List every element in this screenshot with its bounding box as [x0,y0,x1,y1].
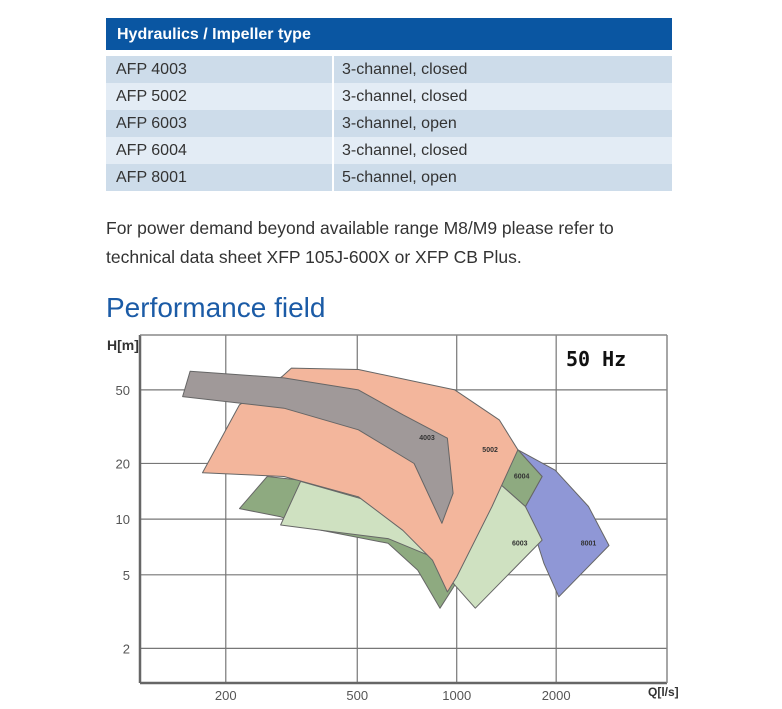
area-label-6004: 6004 [514,474,530,481]
impeller-type-cell: 3-channel, closed [334,56,672,83]
table-row: AFP 8001 5-channel, open [106,164,672,191]
x-tick-label: 200 [215,688,237,703]
x-tick-label: 1000 [442,688,471,703]
impeller-type-cell: 3-channel, closed [334,137,672,164]
model-cell: AFP 6004 [106,137,332,164]
area-label-8001: 8001 [581,540,597,547]
table-header: Hydraulics / Impeller type [106,18,672,50]
area-5002 [202,367,519,593]
x-tick-label: 2000 [542,688,571,703]
area-label-4003: 4003 [419,435,435,442]
area-4003 [182,370,454,524]
model-cell: AFP 8001 [106,164,332,191]
hydraulics-table: Hydraulics / Impeller type AFP 4003 3-cha… [106,18,672,191]
y-tick-label: 5 [123,568,130,583]
model-cell: AFP 5002 [106,83,332,110]
note-text: For power demand beyond available range … [106,214,706,272]
x-axis-label: Q[l/s] [648,685,679,699]
table-row: AFP 5002 3-channel, closed [106,83,672,110]
section-title: Performance field [106,292,326,323]
note-line-2: technical data sheet XFP 105J-600X or XF… [106,247,522,267]
impeller-type-cell: 3-channel, open [334,110,672,137]
area-label-6003: 6003 [512,540,528,547]
table-row: AFP 6004 3-channel, closed [106,137,672,164]
area-label-5002: 5002 [482,447,498,454]
model-cell: AFP 4003 [106,56,332,83]
y-axis-label: H[m] [107,337,139,353]
table-row: AFP 4003 3-channel, closed [106,56,672,83]
y-tick-label: 10 [116,512,130,527]
y-tick-label: 2 [123,641,130,656]
table-row: AFP 6003 3-channel, open [106,110,672,137]
impeller-type-cell: 3-channel, closed [334,83,672,110]
model-cell: AFP 6003 [106,110,332,137]
note-line-1: For power demand beyond available range … [106,218,614,238]
frequency-annotation: 50 Hz [566,347,626,371]
x-tick-label: 500 [346,688,368,703]
performance-chart: 200 500 1000 2000 2 5 10 20 50 8001 6004 6003 5002 40… [107,334,679,703]
y-tick-label: 50 [116,383,130,398]
impeller-type-cell: 5-channel, open [334,164,672,191]
y-tick-label: 20 [116,456,130,471]
